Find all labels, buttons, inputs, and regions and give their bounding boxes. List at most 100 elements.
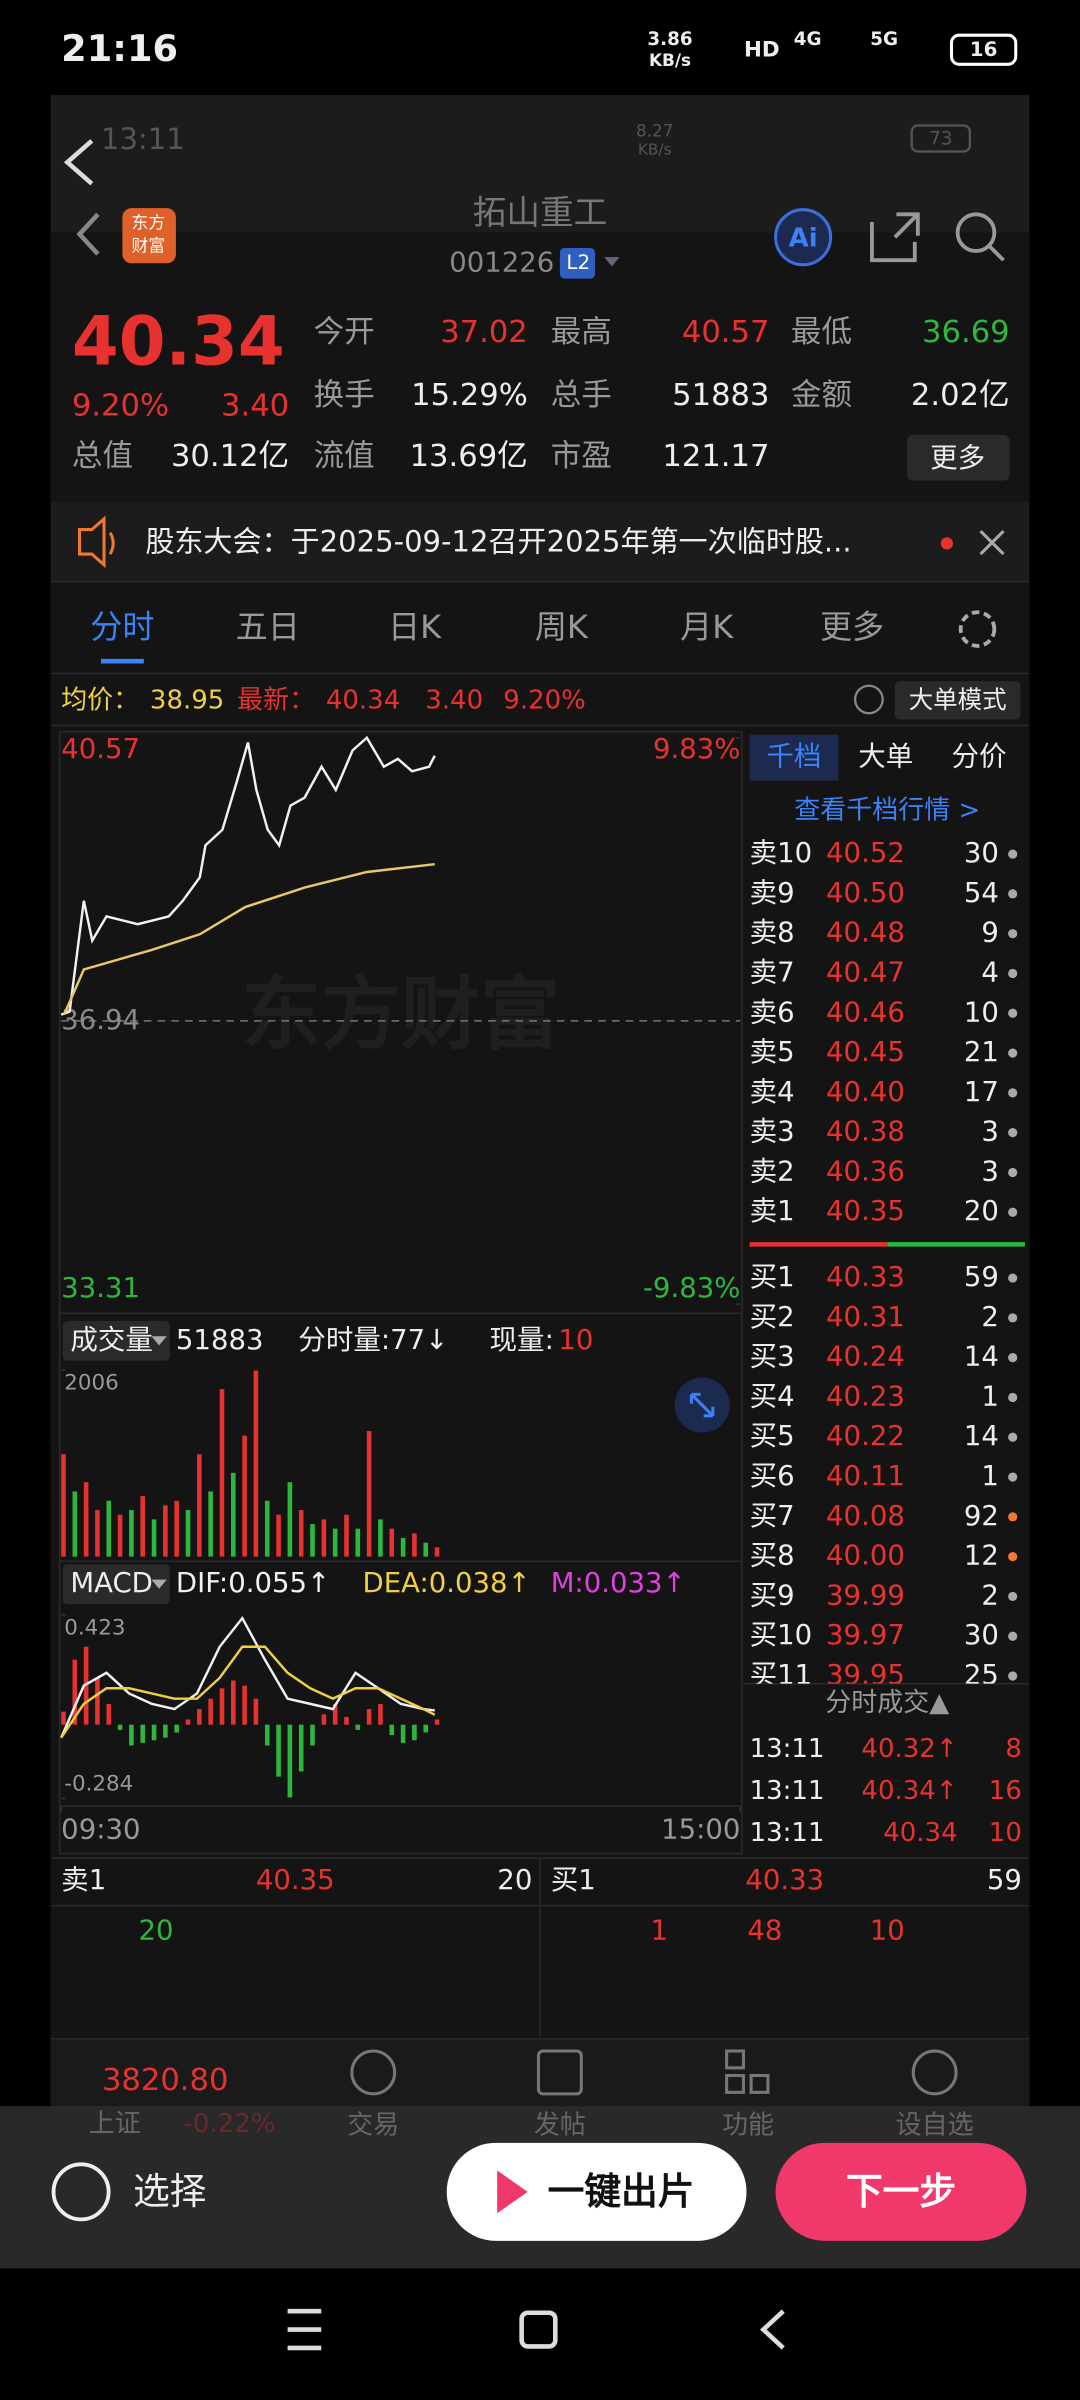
function-icon[interactable] <box>725 2049 745 2070</box>
level-volume: 14 <box>964 1420 999 1452</box>
tab[interactable]: 更多 <box>820 608 884 646</box>
settings-button[interactable] <box>958 610 997 648</box>
function-icon[interactable] <box>725 2073 745 2094</box>
y-tick-label: 36.94 <box>61 1004 140 1036</box>
bid-order: 1 <box>651 1915 669 1947</box>
y2-tick-label: -9.83% <box>643 1272 740 1304</box>
level-label: 卖2 <box>750 1155 795 1187</box>
tab[interactable]: 分时 <box>90 608 154 646</box>
back-key[interactable] <box>759 2309 785 2350</box>
make-label[interactable]: 一键出片 <box>548 2170 695 2213</box>
volume-bar <box>434 1547 440 1557</box>
latest-percent: 9.20% <box>503 686 586 716</box>
level-label: 买11 <box>750 1659 813 1691</box>
level-price: 40.23 <box>826 1380 905 1412</box>
nav-item[interactable]: 设自选 <box>896 2111 974 2141</box>
orderbook-tab[interactable]: 大单 <box>858 741 913 773</box>
post-icon[interactable] <box>536 2049 583 2096</box>
stock-name: 拓山重工 <box>473 193 608 232</box>
mode-label: 大单模式 <box>909 685 1007 714</box>
y-tick-label: 0.423 <box>64 1616 125 1641</box>
level-price: 40.52 <box>826 837 905 869</box>
orderbook-link[interactable]: 查看千档行情 > <box>794 796 980 826</box>
volume-selector[interactable] <box>62 1320 170 1361</box>
level-price: 40.48 <box>826 917 905 949</box>
level-price: 40.50 <box>826 877 905 909</box>
macd-bar <box>129 1724 134 1746</box>
inner-battery <box>910 124 972 153</box>
ai-button[interactable] <box>774 208 833 267</box>
minute-volume: 分时量:77↓ <box>298 1324 448 1356</box>
ask-price: 40.35 <box>256 1864 335 1896</box>
stat-value: 37.02 <box>440 315 528 350</box>
help-icon[interactable] <box>853 684 884 715</box>
notice-band <box>50 502 1030 582</box>
next-label[interactable]: 下一步 <box>846 2170 956 2213</box>
level-price: 40.47 <box>826 956 905 988</box>
macd-bar <box>140 1724 146 1743</box>
level-dot <box>1008 1591 1018 1602</box>
y2-tick-label: 9.83% <box>653 733 740 765</box>
level-label: 买8 <box>750 1540 795 1572</box>
tab[interactable]: 五日 <box>236 608 300 646</box>
share-button[interactable] <box>870 212 920 263</box>
volume-bar <box>95 1510 100 1557</box>
more-button[interactable] <box>907 434 1010 481</box>
inner-net-speed-unit: KB/s <box>638 140 672 158</box>
function-icon[interactable] <box>749 2073 770 2094</box>
make-button[interactable] <box>446 2142 747 2241</box>
battery-level: 16 <box>970 38 998 61</box>
tab[interactable]: 日K <box>388 608 442 646</box>
orderbook-tab[interactable]: 分价 <box>952 741 1007 773</box>
level-volume: 10 <box>964 996 999 1028</box>
nav-item[interactable]: 交易 <box>347 2111 399 2141</box>
level-dot <box>1008 1167 1018 1178</box>
level-price: 40.31 <box>826 1301 905 1333</box>
level-price: 40.35 <box>826 1195 905 1227</box>
volume-bar <box>423 1542 429 1557</box>
tab[interactable]: 月K <box>680 608 734 646</box>
level-dot <box>1008 1671 1018 1681</box>
level-price: 40.45 <box>826 1036 905 1068</box>
macd-bar <box>174 1724 179 1733</box>
volume-bar <box>140 1496 146 1557</box>
close-button[interactable] <box>979 530 1005 556</box>
level-volume: 30 <box>964 1619 999 1651</box>
level-label: 卖4 <box>750 1076 795 1108</box>
volume-label: 成交量 <box>70 1324 153 1356</box>
search-button[interactable] <box>988 245 1005 262</box>
watchlist-icon[interactable] <box>911 2049 958 2096</box>
macd-bar <box>366 1709 372 1725</box>
nav-item[interactable]: 功能 <box>722 2111 774 2141</box>
stat-label: 总值 <box>72 439 133 474</box>
volume-bar <box>389 1528 395 1557</box>
level-dot <box>1008 1552 1018 1562</box>
tab[interactable]: 周K <box>535 608 589 646</box>
inner-back-button[interactable] <box>76 212 100 256</box>
volume-bar <box>230 1472 236 1557</box>
menu-key[interactable] <box>287 2308 322 2351</box>
dropdown-icon[interactable] <box>604 257 620 267</box>
active-orderbook-tab[interactable] <box>749 734 839 781</box>
level-price: 40.33 <box>826 1261 905 1293</box>
x-tick-label: 15:00 <box>661 1814 740 1846</box>
search-button[interactable] <box>955 212 997 253</box>
next-button[interactable] <box>775 2142 1027 2241</box>
ai-label: Ai <box>789 223 818 253</box>
stat-value: 13.69亿 <box>410 439 528 474</box>
trade-icon[interactable] <box>350 2049 397 2096</box>
unread-dot <box>940 537 954 550</box>
home-key[interactable] <box>519 2310 558 2349</box>
mode-button[interactable] <box>894 681 1021 720</box>
index-change: -0.22% <box>183 2109 275 2139</box>
nav-item[interactable]: 发帖 <box>534 2111 586 2141</box>
more-label: 更多 <box>930 442 985 474</box>
volume-bar <box>400 1538 406 1557</box>
orderbook-tab[interactable]: 千档 <box>766 741 821 773</box>
select-checkbox[interactable] <box>51 2162 111 2222</box>
select-label[interactable]: 选择 <box>133 2170 206 2213</box>
trade-volume: 10 <box>989 1818 1022 1848</box>
level-price: 40.11 <box>826 1460 905 1492</box>
macd-selector[interactable] <box>62 1564 170 1605</box>
back-button[interactable] <box>63 139 94 186</box>
